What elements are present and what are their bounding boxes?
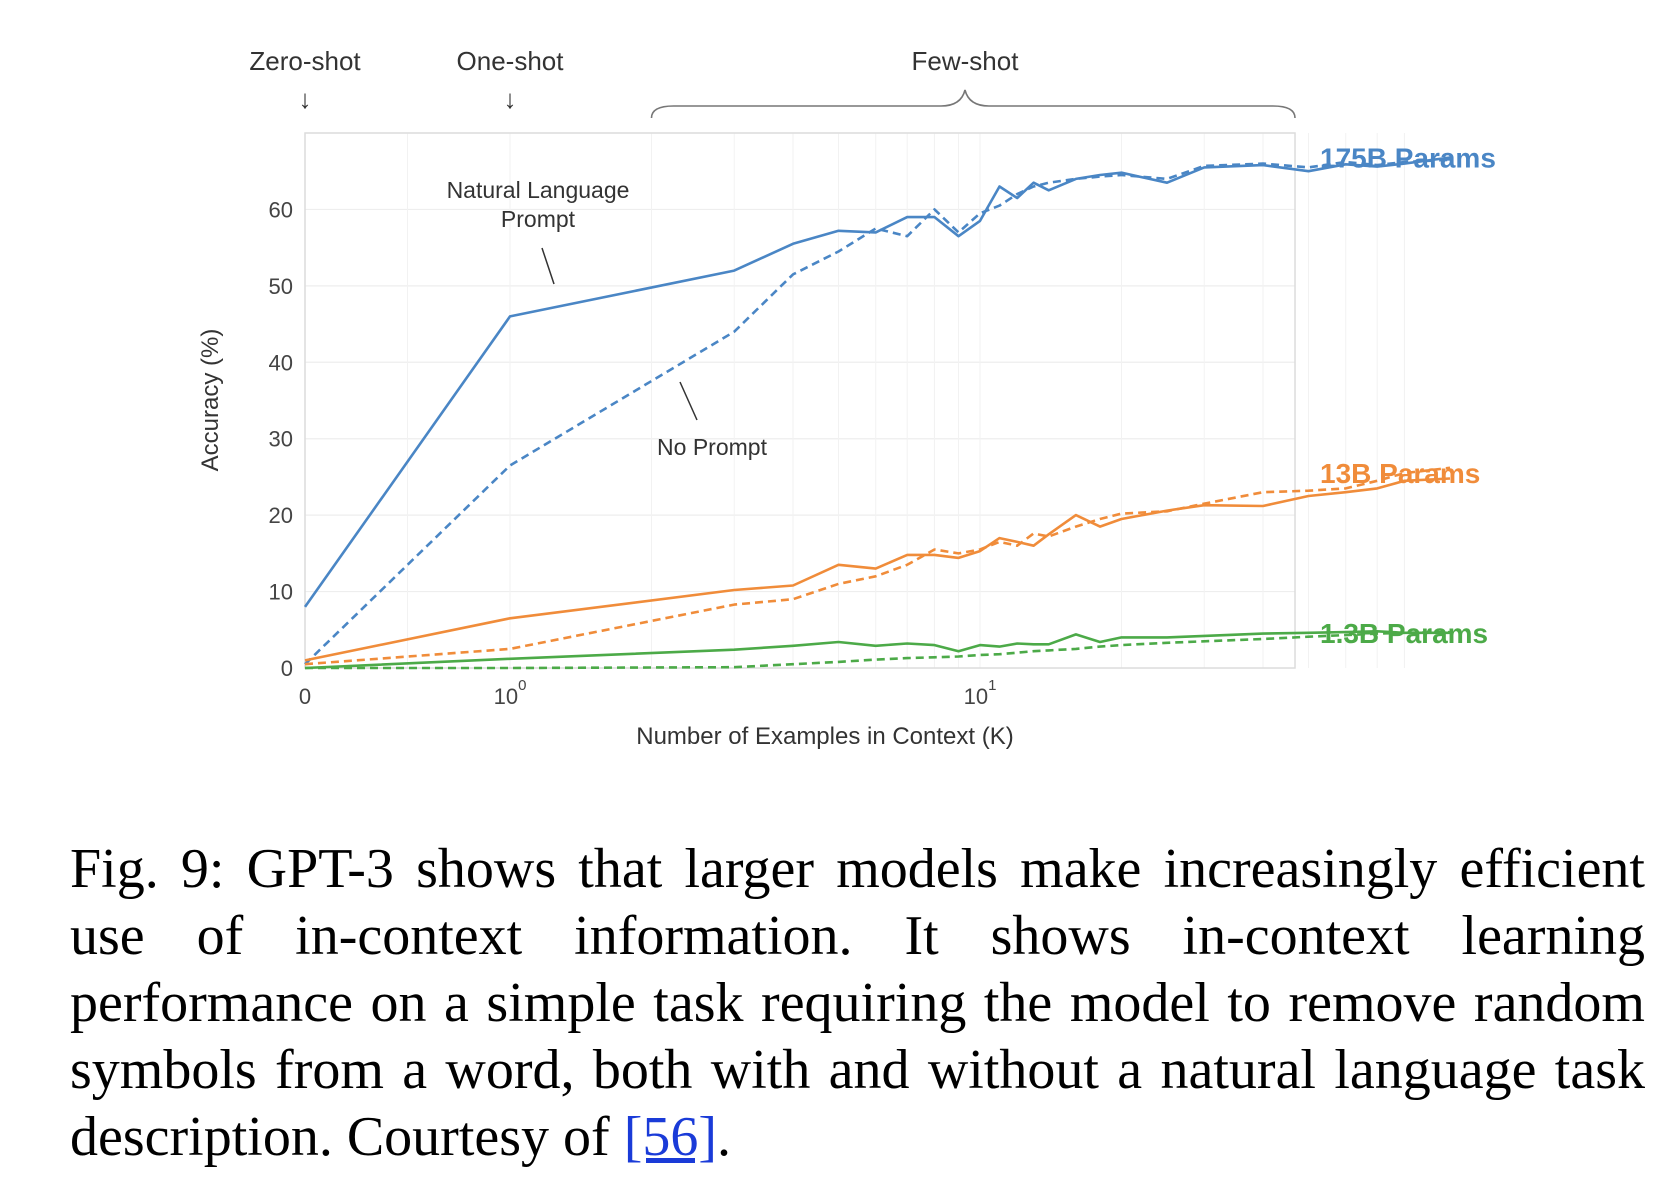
annotation-no-prompt-pointer [679,381,698,421]
citation-link[interactable]: [56] [623,1106,717,1168]
y-axis-ticks: 0 10 20 30 40 50 60 [269,197,293,681]
plot-frame [304,132,1296,669]
series-line [304,477,1451,662]
grid [305,133,1405,668]
series-line [303,156,1451,608]
annotation-no-prompt: No Prompt [657,434,768,460]
series-line [304,630,1450,670]
figure-caption: Fig. 9: GPT-3 shows that larger models m… [70,836,1645,1171]
x-tick-label: 100 [494,677,527,709]
annotation-natural-language-line2: Prompt [501,206,576,232]
series-label-1-3b: 1.3B Params [1320,618,1488,649]
y-tick-label: 0 [281,656,293,681]
caption-end: . [716,1106,731,1168]
series-label-175b: 175B Params [1320,142,1496,173]
series-line [304,466,1451,666]
y-tick-label: 30 [269,427,293,452]
y-tick-label: 40 [269,350,293,375]
y-tick-label: 10 [269,580,293,605]
regime-arrow-zero-shot: ↓ [299,84,312,114]
regime-label-one-shot: One-shot [457,46,565,76]
y-axis-title: Accuracy (%) [197,329,224,472]
y-tick-label: 50 [269,274,293,299]
caption-text: Fig. 9: GPT-3 shows that larger models m… [70,838,1645,1168]
series-line [304,158,1451,666]
x-tick-exponent: 0 [518,677,526,694]
x-tick-exponent: 1 [988,677,996,694]
annotation-natural-language-pointer [541,247,555,285]
series-label-13b: 13B Params [1320,458,1480,489]
regime-label-few-shot: Few-shot [912,46,1020,76]
y-tick-label: 20 [269,503,293,528]
x-axis-title: Number of Examples in Context (K) [636,723,1013,750]
series-lines [303,156,1451,670]
x-axis-ticks: 0 100 101 [299,677,997,709]
series-line [305,630,1451,670]
x-tick-label: 0 [299,684,311,709]
annotation-natural-language-line1: Natural Language [447,177,630,203]
x-tick-label: 101 [964,677,997,709]
regime-arrow-one-shot: ↓ [504,84,517,114]
regime-label-zero-shot: Zero-shot [249,46,361,76]
few-shot-brace [650,89,1296,119]
y-tick-label: 60 [269,197,293,222]
